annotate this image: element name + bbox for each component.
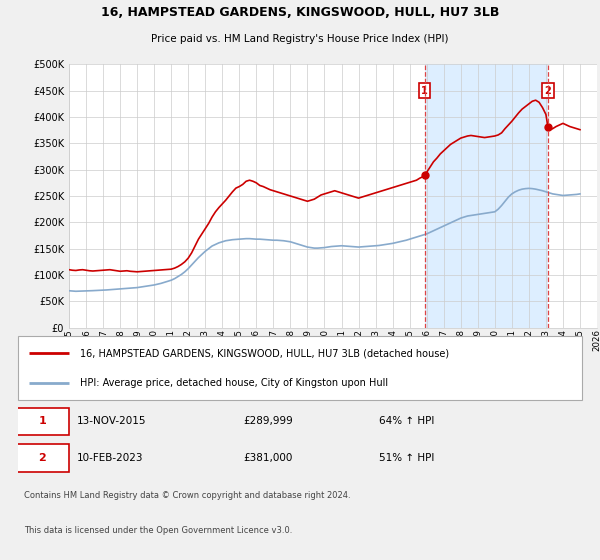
- Text: 16, HAMPSTEAD GARDENS, KINGSWOOD, HULL, HU7 3LB (detached house): 16, HAMPSTEAD GARDENS, KINGSWOOD, HULL, …: [80, 348, 449, 358]
- Text: 1: 1: [38, 417, 46, 426]
- FancyBboxPatch shape: [15, 408, 69, 435]
- Text: 1: 1: [421, 86, 428, 96]
- Text: 64% ↑ HPI: 64% ↑ HPI: [379, 417, 434, 426]
- Bar: [425, 64, 548, 328]
- Text: HPI: Average price, detached house, City of Kingston upon Hull: HPI: Average price, detached house, City…: [80, 378, 388, 388]
- Text: 2: 2: [38, 453, 46, 463]
- Text: 13-NOV-2015: 13-NOV-2015: [77, 417, 147, 426]
- Text: 51% ↑ HPI: 51% ↑ HPI: [379, 453, 434, 463]
- Text: £289,999: £289,999: [244, 417, 293, 426]
- FancyBboxPatch shape: [15, 444, 69, 472]
- FancyBboxPatch shape: [18, 336, 582, 400]
- Text: £381,000: £381,000: [244, 453, 293, 463]
- Text: This data is licensed under the Open Government Licence v3.0.: This data is licensed under the Open Gov…: [23, 526, 292, 535]
- Text: Price paid vs. HM Land Registry's House Price Index (HPI): Price paid vs. HM Land Registry's House …: [151, 34, 449, 44]
- Text: 2: 2: [545, 86, 551, 96]
- Text: 10-FEB-2023: 10-FEB-2023: [77, 453, 144, 463]
- Text: Contains HM Land Registry data © Crown copyright and database right 2024.: Contains HM Land Registry data © Crown c…: [23, 491, 350, 500]
- Text: 16, HAMPSTEAD GARDENS, KINGSWOOD, HULL, HU7 3LB: 16, HAMPSTEAD GARDENS, KINGSWOOD, HULL, …: [101, 6, 499, 18]
